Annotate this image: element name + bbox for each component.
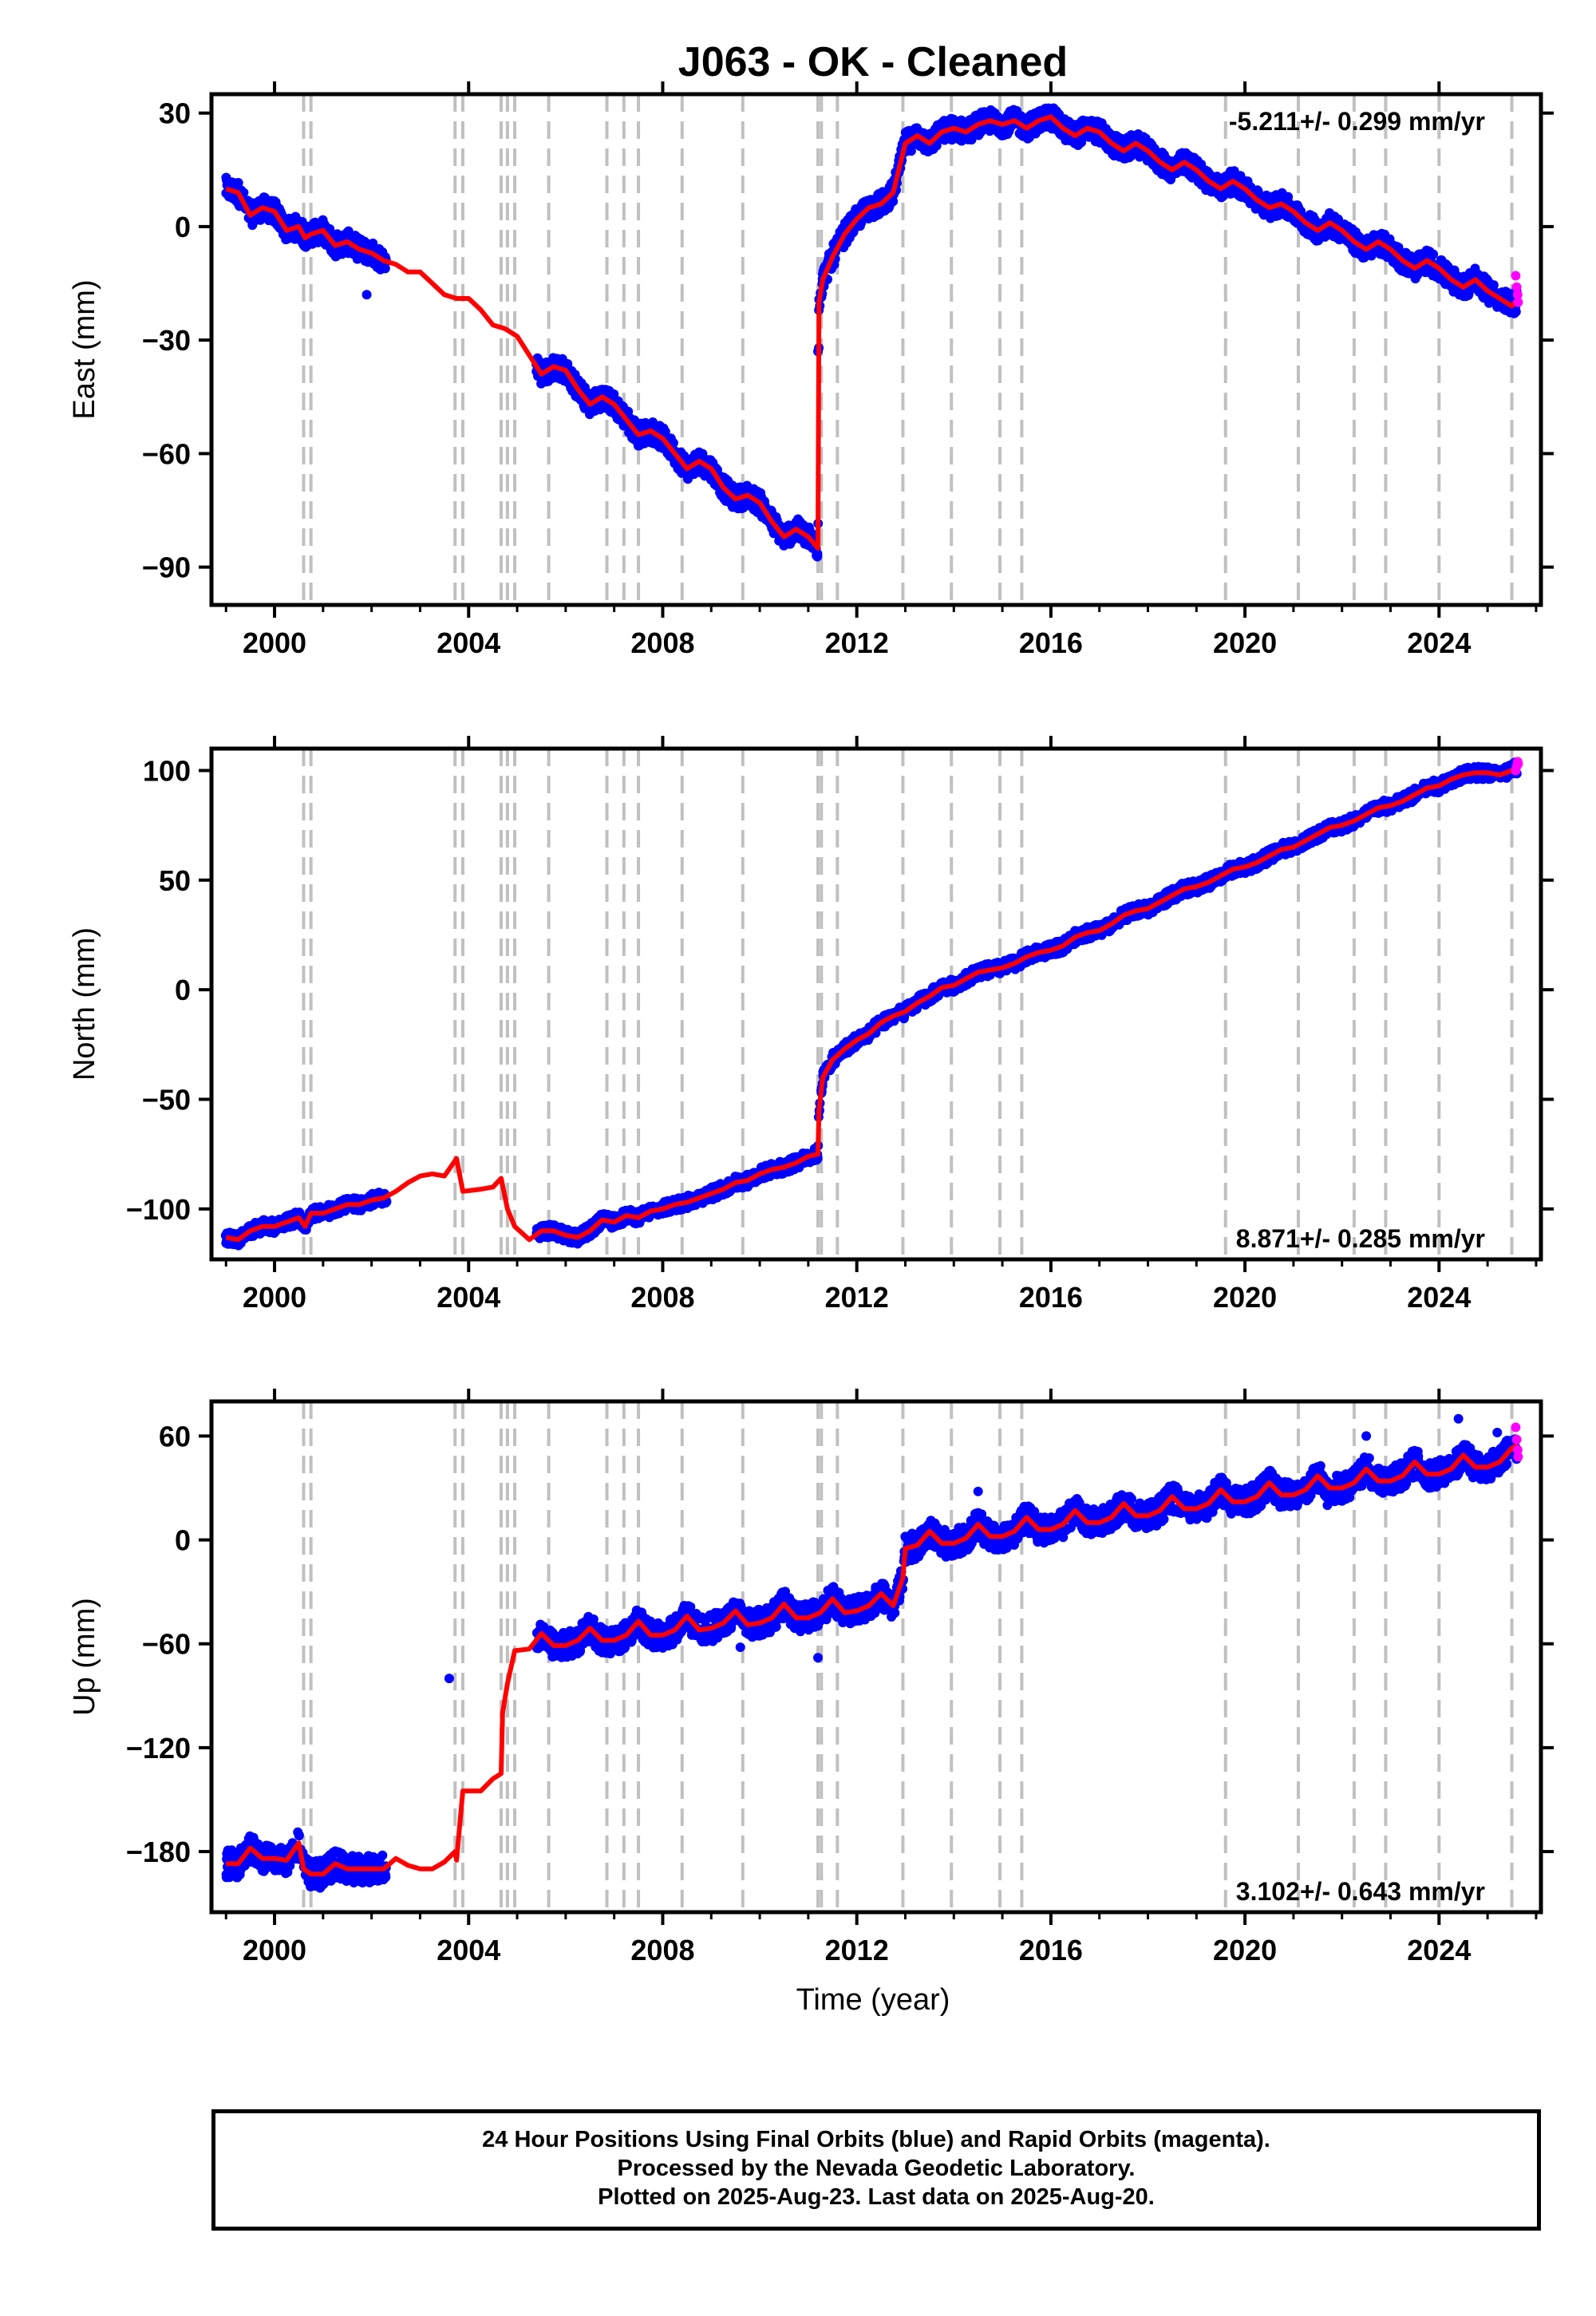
y-tick-label: −30 xyxy=(142,324,191,357)
rate-label: -5.211+/- 0.299 mm/yr xyxy=(1229,107,1485,136)
model-line xyxy=(225,114,1520,551)
panels-group: 2000 2004 2008 2012 2016 2020 2024 30 0 −30 −60 −90… xyxy=(68,81,1554,1966)
final-point xyxy=(1511,306,1521,317)
y-tick-label: −60 xyxy=(142,437,191,470)
final-point xyxy=(233,178,243,188)
x-tick-label: 2008 xyxy=(630,626,694,659)
x-tick-label: 2004 xyxy=(437,626,500,659)
final-points xyxy=(221,103,1522,562)
x-tick-label: 2016 xyxy=(1019,626,1083,659)
final-point xyxy=(1428,249,1439,259)
rapid-point xyxy=(1511,282,1522,292)
x-tick-label: 2020 xyxy=(1213,626,1277,659)
final-point xyxy=(888,196,899,207)
panel-0: 2000 2004 2008 2012 2016 2020 2024 30 0 −30 −60 −90… xyxy=(68,81,1554,659)
final-point xyxy=(660,426,670,437)
panel-1: 2000 2004 2008 2012 2016 2020 2024100500−50−10… xyxy=(68,736,1554,1314)
chart-title: J063 - OK - Cleaned xyxy=(678,39,1068,85)
final-point xyxy=(368,238,378,248)
final-point xyxy=(756,488,766,498)
x-tick-label: 2000 xyxy=(243,626,306,659)
y-axis-label: East (mm) xyxy=(68,279,101,419)
y-tick-label: 0 xyxy=(175,211,191,243)
panel-frame xyxy=(209,92,1543,607)
x-tick-label: 2024 xyxy=(1407,626,1471,659)
x-tick-label: 2012 xyxy=(825,626,889,659)
y-tick-label: −90 xyxy=(142,551,191,584)
final-point xyxy=(812,551,823,562)
y-tick-label: 30 xyxy=(159,97,191,130)
rapid-point xyxy=(1511,271,1521,281)
final-point xyxy=(1488,280,1499,290)
rapid-point xyxy=(1513,297,1523,307)
outlier-point xyxy=(361,290,372,300)
rapid-point xyxy=(1512,290,1523,300)
